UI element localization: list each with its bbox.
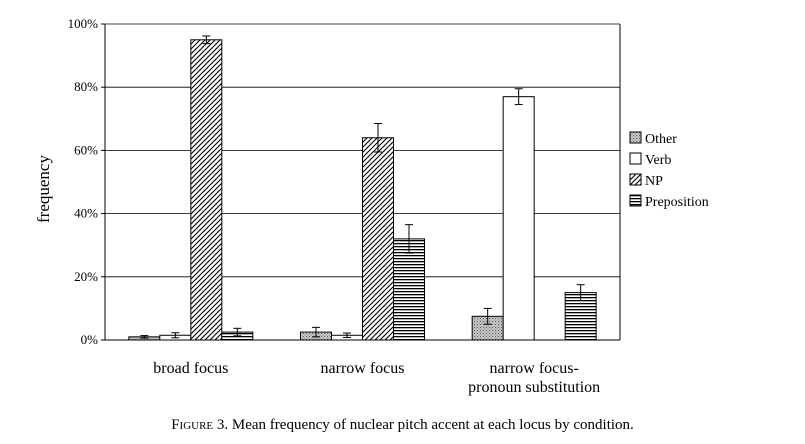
y-axis: 0% 20% 40% 60% 80% 100%	[68, 16, 621, 347]
legend-swatch-other	[629, 131, 642, 144]
bar-chart: 0% 20% 40% 60% 80% 100% broad focus narrow foc…	[34, 16, 709, 396]
category-label: narrow focus-	[490, 360, 579, 377]
bar-np	[362, 137, 394, 341]
caption-text: Mean frequency of nuclear pitch accent a…	[228, 417, 634, 433]
y-tick-label: 20%	[74, 269, 98, 284]
category-labels: broad focus narrow focus narrow focus-pron…	[153, 360, 600, 396]
legend: Other Verb NP Preposition	[629, 131, 709, 210]
category-label: narrow focus	[321, 360, 405, 377]
legend-swatch-preposition	[629, 194, 642, 207]
legend-swatch-verb	[629, 152, 642, 165]
legend-label: Verb	[645, 153, 671, 168]
category-label: broad focus	[153, 360, 228, 377]
category-label: pronoun substitution	[468, 379, 600, 396]
figure-label: Figure 3.	[171, 417, 229, 433]
y-tick-label: 60%	[74, 142, 98, 157]
y-tick-label: 40%	[74, 206, 98, 221]
legend-label: Preposition	[645, 195, 709, 210]
bar-np	[190, 39, 223, 341]
legend-label: Other	[645, 132, 677, 147]
y-axis-label: frequency	[34, 155, 53, 223]
figure-caption: Figure 3. Mean frequency of nuclear pitc…	[0, 417, 805, 434]
legend-swatch-np	[629, 173, 642, 186]
bar-verb	[502, 96, 535, 341]
bars	[128, 35, 597, 341]
bar-preposition	[393, 238, 425, 341]
y-tick-label: 100%	[68, 16, 99, 31]
legend-label: NP	[645, 174, 663, 189]
y-tick-label: 0%	[81, 332, 99, 347]
y-tick-label: 80%	[74, 79, 98, 94]
